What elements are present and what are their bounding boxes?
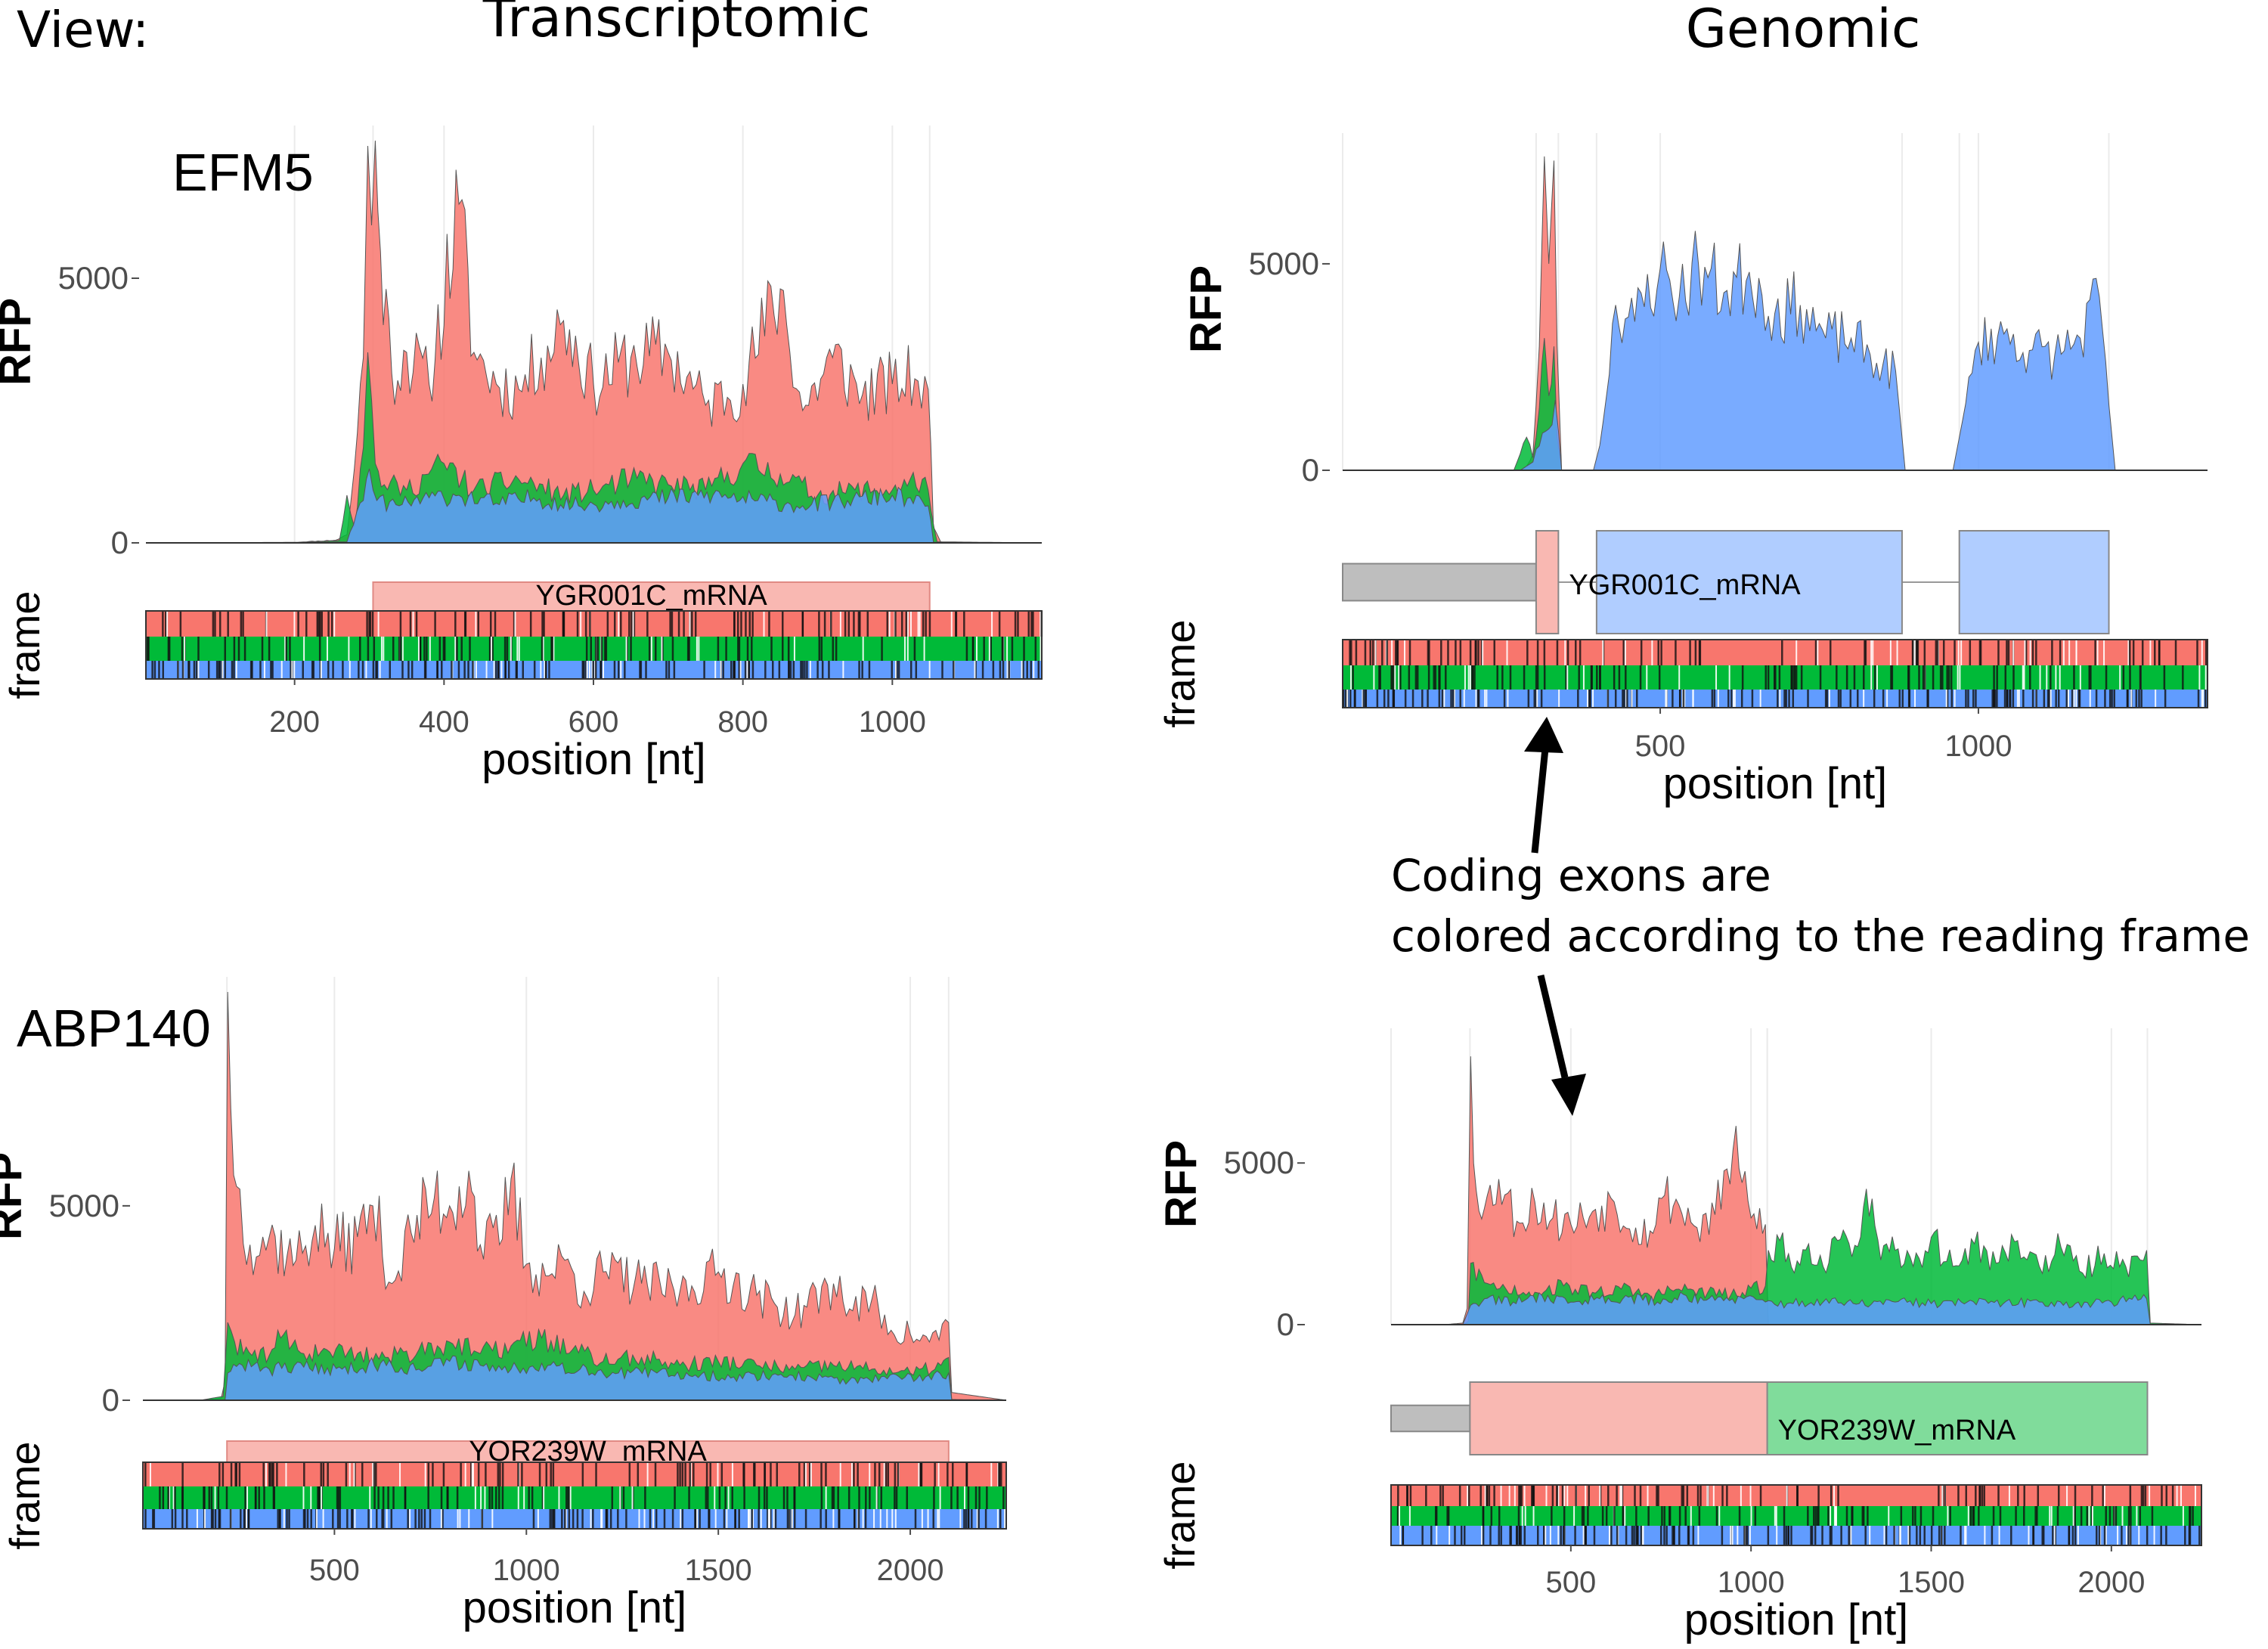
frame-strip-frame2	[1391, 1526, 2201, 1545]
y-tick-label: 0	[111, 525, 129, 560]
header-genomic: Genomic	[1686, 0, 1921, 60]
exon-block	[1469, 1381, 1768, 1455]
x-tick-label: 1500	[1898, 1566, 1965, 1599]
y-tick-label: 0	[102, 1382, 119, 1418]
frame-strip-frame2	[143, 1509, 1006, 1529]
x-tick-label: 1500	[685, 1554, 752, 1587]
frame-strip-frame0	[1391, 1485, 2201, 1506]
area-series-frame1	[1391, 1189, 2202, 1325]
y-tick-label: 0	[1302, 452, 1319, 488]
x-axis-title: position [nt]	[482, 735, 706, 784]
frame-strip-frame0	[146, 611, 1042, 637]
area-series-frame0	[143, 991, 1007, 1401]
exon-block	[1958, 530, 2110, 634]
utr-block	[1390, 1404, 1471, 1433]
x-tick-label: 500	[309, 1554, 360, 1587]
x-tick-label: 1000	[493, 1554, 560, 1587]
exon-block	[1766, 1381, 2149, 1455]
area-series-frame2	[1343, 231, 2208, 471]
x-tick-label: 500	[1635, 730, 1686, 763]
y-tick-label: 5000	[1249, 246, 1319, 281]
x-tick-label: 2000	[2077, 1566, 2145, 1599]
frame-strip-frame1	[146, 637, 1042, 661]
x-tick-label: 1000	[1718, 1566, 1785, 1599]
frame-strip-frame0	[1343, 640, 2208, 665]
frame-strip-frame1	[1391, 1506, 2201, 1526]
x-axis-title: position [nt]	[463, 1583, 687, 1632]
transcript-label: YGR001C_mRNA	[1569, 569, 1801, 601]
transcript-label: YGR001C_mRNA	[535, 580, 767, 612]
frame-track-border	[142, 1461, 1007, 1530]
frame-axis-title: frame	[1156, 619, 1204, 727]
frame-track-border	[1342, 639, 2208, 708]
exon-block	[1535, 530, 1560, 634]
frame-axis-title: frame	[1156, 1461, 1204, 1569]
arrow-down-icon	[1537, 974, 1586, 1116]
y-axis-title: RFP	[1182, 265, 1231, 353]
y-tick-label: 5000	[49, 1188, 119, 1223]
gene-label: EFM5	[172, 143, 314, 202]
frame-axis-title: frame	[1, 1441, 48, 1549]
x-tick-label: 400	[419, 705, 469, 739]
y-tick-label: 0	[1277, 1306, 1294, 1342]
x-tick-label: 200	[269, 705, 320, 739]
frame-axis-title: frame	[1, 590, 48, 699]
arrow-up-icon	[1524, 717, 1563, 854]
transcript-label: YOR239W_mRNA	[1778, 1415, 2016, 1446]
frame-track-border	[1390, 1484, 2202, 1546]
x-tick-label: 1000	[859, 705, 926, 739]
utr-block	[1342, 563, 1537, 602]
annotation-line-2: colored according to the reading frame	[1391, 910, 2250, 962]
area-series-frame2	[143, 1355, 1006, 1401]
header-transcriptomic: Transcriptomic	[482, 0, 871, 49]
frame-strip-frame1	[143, 1486, 1006, 1509]
y-tick-label: 5000	[58, 260, 129, 296]
annotation-line-1: Coding exons are	[1391, 850, 1771, 901]
y-axis-title: RFP	[0, 298, 40, 386]
panel-efm5-transcriptomic: RFP 0 5000 EFM5 YGR001C_mRNA frame 200 400 600 80…	[0, 126, 1043, 784]
gene-label: ABP140	[17, 999, 211, 1058]
x-tick-label: 1000	[1944, 730, 2012, 763]
y-axis-title: RFP	[1157, 1140, 1206, 1228]
x-tick-label: 2000	[877, 1554, 944, 1587]
frame-strip-frame2	[1343, 690, 2208, 708]
x-axis-title: position [nt]	[1684, 1595, 1909, 1644]
exon-block	[1595, 530, 1903, 634]
y-tick-label: 5000	[1224, 1145, 1294, 1180]
x-tick-label: 500	[1545, 1566, 1596, 1599]
y-axis-title: RFP	[0, 1152, 31, 1240]
x-tick-label: 800	[717, 705, 768, 739]
x-tick-label: 600	[569, 705, 619, 739]
view-label: View:	[17, 1, 149, 59]
transcript-bar	[372, 581, 931, 612]
area-series-frame2	[1391, 1291, 2201, 1325]
x-axis-title: position [nt]	[1663, 759, 1888, 808]
